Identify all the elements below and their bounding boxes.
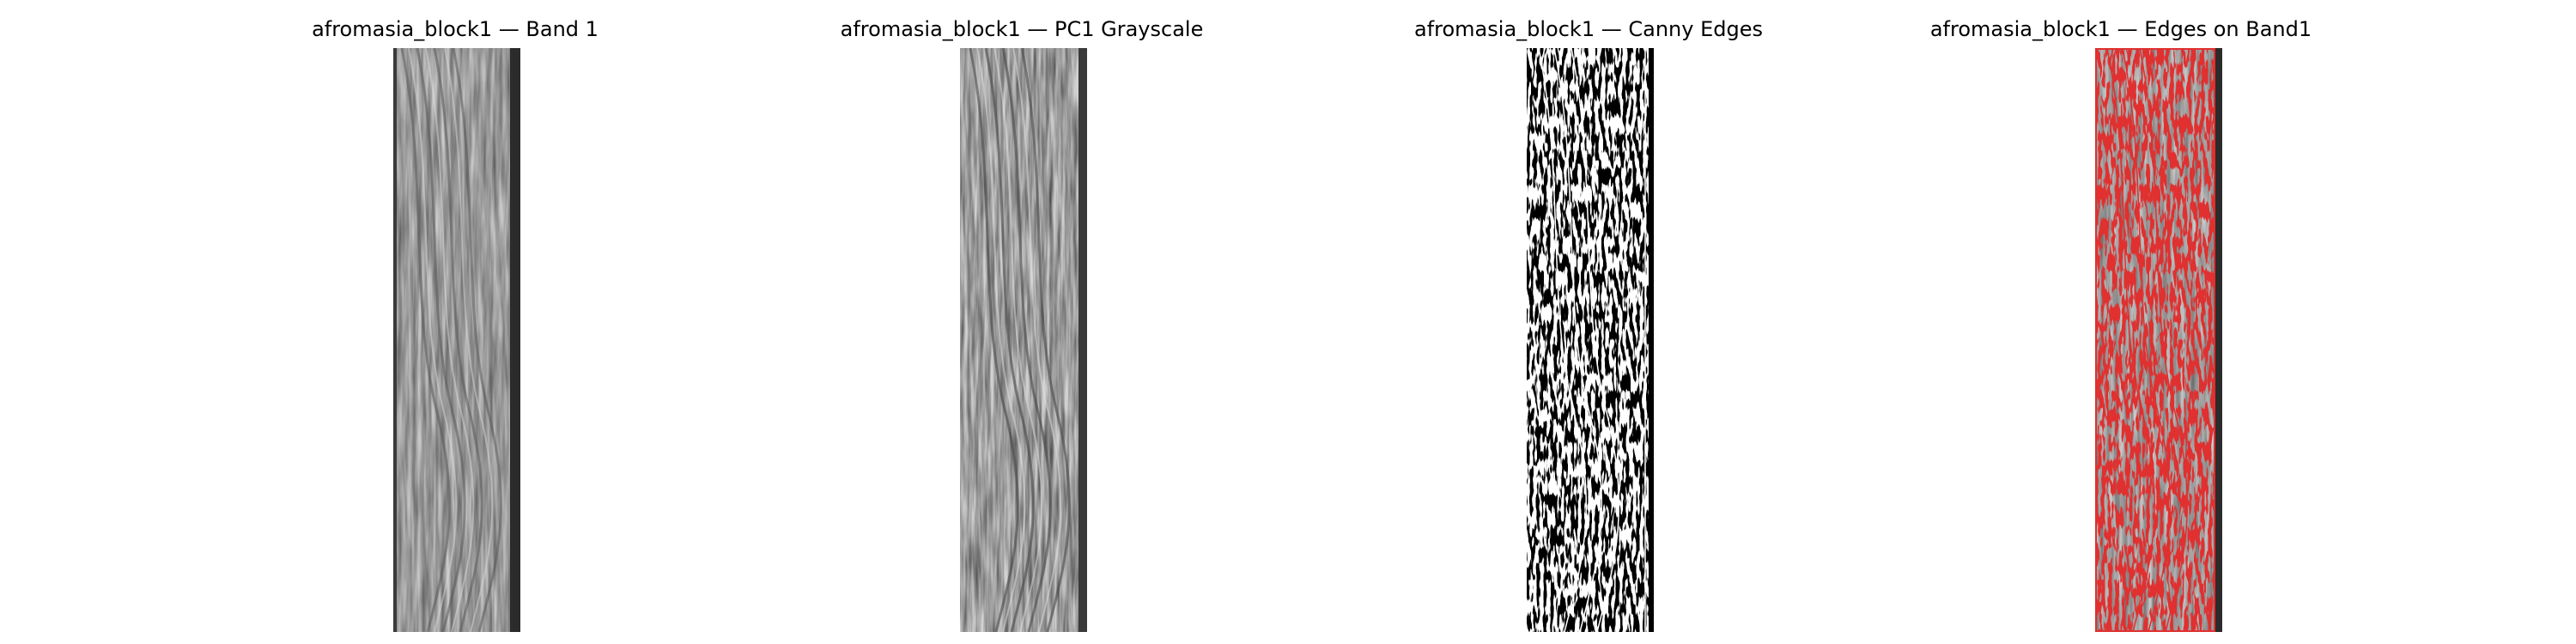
panel-title: afromasia_block1 — Band 1: [312, 17, 598, 41]
panel-title: afromasia_block1 — Edges on Band1: [1929, 17, 2312, 41]
panel-band1: afromasia_block1 — Band 1: [0, 0, 910, 644]
panel-canny: afromasia_block1 — Canny Edges: [1133, 0, 2044, 644]
panel-title: afromasia_block1 — PC1 Grayscale: [840, 17, 1204, 41]
pc1-image: [960, 48, 1087, 632]
panel-edges-overlay: afromasia_block1 — Edges on Band1: [1666, 0, 2576, 644]
panel-title: afromasia_block1 — Canny Edges: [1414, 17, 1763, 41]
canny-edges-image: [1527, 48, 1654, 632]
band1-image: [393, 48, 520, 632]
edges-overlay-image: [2095, 48, 2222, 632]
panel-pc1: afromasia_block1 — PC1 Grayscale: [567, 0, 1477, 644]
